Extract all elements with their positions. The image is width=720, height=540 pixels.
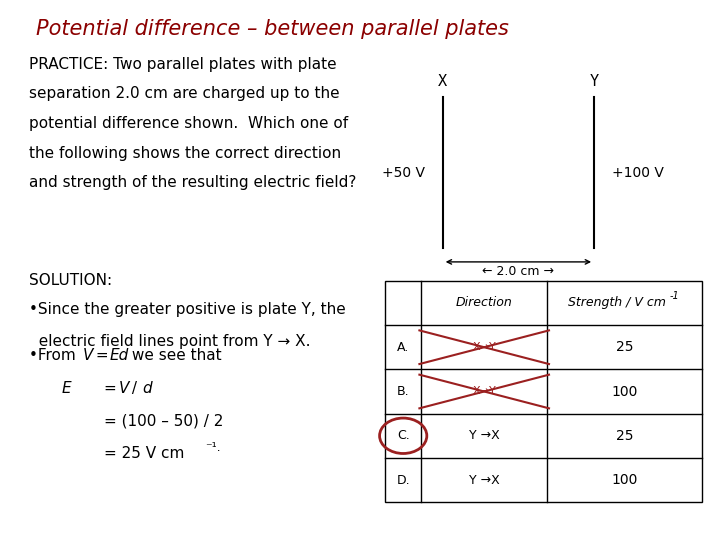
Text: Direction: Direction	[456, 296, 513, 309]
Text: d: d	[143, 381, 152, 396]
Text: 100: 100	[611, 384, 638, 399]
Text: 25: 25	[616, 340, 634, 354]
Text: ← 2.0 cm →: ← 2.0 cm →	[482, 265, 554, 278]
Text: = 25 V cm: = 25 V cm	[104, 446, 185, 461]
Text: separation 2.0 cm are charged up to the: separation 2.0 cm are charged up to the	[29, 86, 339, 102]
Text: 100: 100	[611, 473, 638, 487]
Text: V: V	[119, 381, 129, 396]
Text: Ed: Ed	[109, 348, 129, 363]
Text: SOLUTION:: SOLUTION:	[29, 273, 112, 288]
Text: D.: D.	[397, 474, 410, 487]
Text: X→Y: X→Y	[472, 342, 496, 352]
Text: Y: Y	[590, 74, 598, 89]
Text: Y →X: Y →X	[469, 429, 500, 442]
Text: PRACTICE: Two parallel plates with plate: PRACTICE: Two parallel plates with plate	[29, 57, 336, 72]
Text: potential difference shown.  Which one of: potential difference shown. Which one of	[29, 116, 348, 131]
Text: ⁻¹.: ⁻¹.	[205, 441, 221, 454]
Text: A.: A.	[397, 341, 410, 354]
Text: V: V	[83, 348, 93, 363]
Text: B.: B.	[397, 385, 410, 398]
Text: +100 V: +100 V	[612, 166, 664, 180]
Text: electric field lines point from Y → X.: electric field lines point from Y → X.	[29, 334, 310, 349]
Text: and strength of the resulting electric field?: and strength of the resulting electric f…	[29, 176, 356, 191]
Text: •From: •From	[29, 348, 81, 363]
Text: =: =	[104, 381, 122, 396]
Text: the following shows the correct direction: the following shows the correct directio…	[29, 146, 341, 161]
Text: Y →X: Y →X	[469, 474, 500, 487]
Text: /: /	[127, 381, 143, 396]
Text: X→Y: X→Y	[472, 387, 496, 396]
Text: 25: 25	[616, 429, 634, 443]
Text: = (100 – 50) / 2: = (100 – 50) / 2	[104, 413, 224, 428]
Text: E: E	[61, 381, 71, 396]
Text: X: X	[438, 74, 447, 89]
Bar	[385, 281, 702, 502]
Text: Strength / V cm: Strength / V cm	[569, 296, 666, 309]
Text: =: =	[91, 348, 114, 363]
Text: -1: -1	[670, 292, 679, 301]
Text: +50 V: +50 V	[382, 166, 425, 180]
Text: Potential difference – between parallel plates: Potential difference – between parallel …	[36, 19, 509, 39]
Text: we see that: we see that	[127, 348, 221, 363]
Text: •Since the greater positive is plate Y, the: •Since the greater positive is plate Y, …	[29, 302, 346, 318]
Text: C.: C.	[397, 429, 410, 442]
